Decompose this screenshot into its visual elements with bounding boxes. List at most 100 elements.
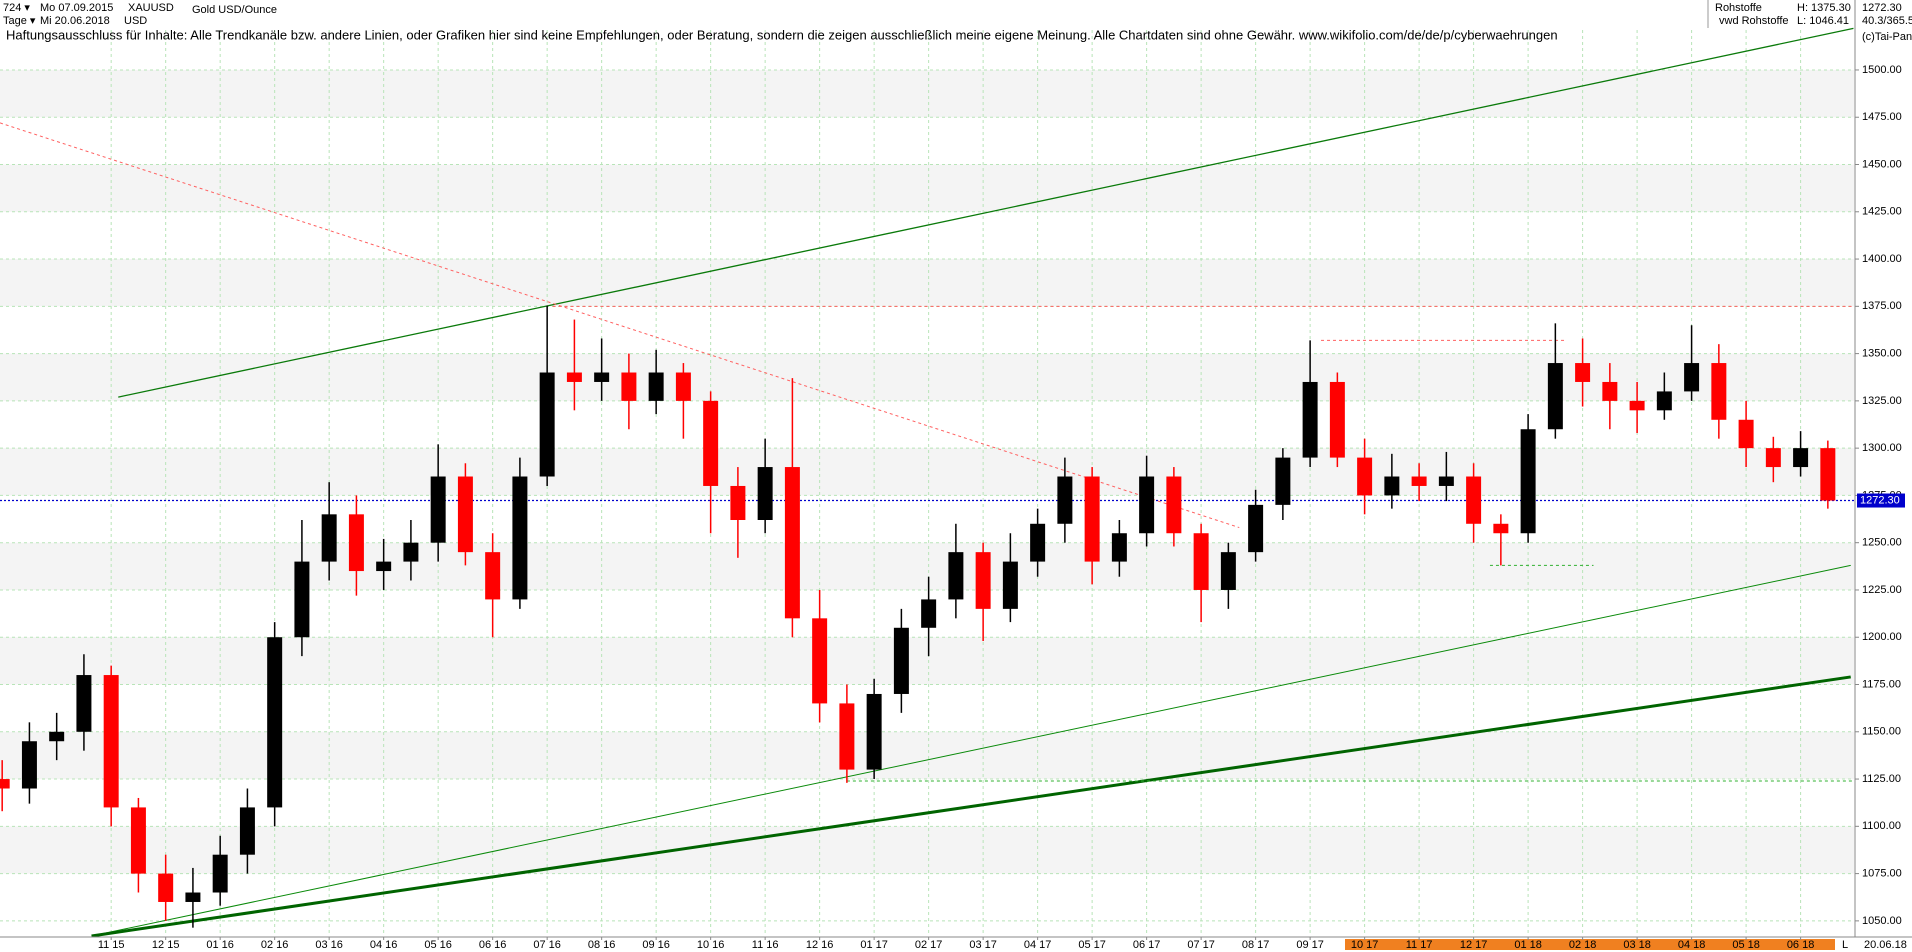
y-tick-label: 1100.00 — [1862, 820, 1901, 832]
candle-body — [1139, 476, 1155, 534]
candle-body — [648, 372, 664, 401]
x-tick-label: 08 16 — [588, 939, 616, 951]
band — [0, 826, 1854, 874]
trend-line — [91, 675, 1851, 938]
candle-body — [621, 372, 637, 401]
candle-body — [675, 372, 691, 401]
candle-body — [812, 618, 828, 704]
candle-body — [1275, 457, 1291, 505]
trend-line — [91, 564, 1851, 937]
x-tick-label: 10 16 — [697, 939, 725, 951]
candle-body — [1656, 391, 1672, 411]
header-bg — [0, 0, 1855, 27]
x-tick-label: 09 17 — [1296, 939, 1324, 951]
candle-body — [1084, 476, 1100, 562]
candle-body — [703, 400, 719, 486]
candle-body — [403, 542, 419, 562]
x-tick-label: 06 16 — [479, 939, 507, 951]
candle-body — [1520, 429, 1536, 534]
y-tick-label: 1375.00 — [1862, 300, 1902, 312]
candle-body — [1466, 476, 1482, 524]
x-tick-label: 11 16 — [752, 939, 779, 951]
candle-body — [566, 372, 582, 382]
candle-body — [1738, 419, 1754, 449]
group: Rohstoffe — [1715, 2, 1762, 14]
candle-body — [49, 731, 65, 742]
candle-body — [1438, 476, 1454, 486]
candle-body — [594, 372, 610, 382]
x-tick-label: 05 17 — [1078, 939, 1106, 951]
x-tick-label: 05 18 — [1732, 939, 1760, 951]
y-tick-label: 1050.00 — [1862, 915, 1902, 927]
candle-body — [1248, 504, 1264, 553]
candle-body — [21, 741, 37, 789]
candle-body — [921, 599, 937, 628]
candle-body — [321, 514, 337, 562]
high-label: H: 1375.30 — [1797, 2, 1851, 14]
candle-body — [784, 467, 800, 619]
end-date: Mi 20.06.2018 — [40, 15, 110, 27]
symbol: XAUUSD — [128, 2, 174, 14]
candle-body — [1602, 381, 1618, 401]
candle-body — [185, 892, 201, 902]
candle-body — [839, 703, 855, 770]
period: 724 ▾ — [3, 2, 30, 14]
x-tick-label: 07 16 — [533, 939, 561, 951]
y-tick-label: 1475.00 — [1862, 111, 1902, 123]
x-tick-label: 11 17 — [1406, 939, 1433, 951]
candle-body — [485, 552, 501, 600]
candle-body — [103, 675, 119, 808]
x-tick-label: 12 16 — [806, 939, 834, 951]
candle-body — [376, 561, 392, 572]
candle-body — [1547, 363, 1563, 430]
x-tick-label: 01 16 — [206, 939, 234, 951]
last-price-box — [1857, 493, 1905, 508]
low-label: L: 1046.41 — [1797, 15, 1849, 27]
x-tick-label: 04 17 — [1024, 939, 1052, 951]
band — [0, 69, 1854, 118]
candle-body — [1030, 523, 1046, 562]
candle-body — [457, 476, 473, 553]
y-tick-label: 1500.00 — [1862, 64, 1902, 76]
x-tick-label: 02 16 — [261, 939, 289, 951]
band — [0, 448, 1854, 496]
x-tick-label: 04 18 — [1678, 939, 1706, 951]
x-tick-label: 10 17 — [1351, 939, 1379, 951]
x-tick-label: 02 18 — [1569, 939, 1597, 951]
x-tick-label: 05 16 — [424, 939, 452, 951]
candle-body — [1002, 561, 1018, 609]
last: 1272.30 — [1862, 2, 1902, 14]
y-tick-label: 1200.00 — [1862, 631, 1902, 643]
candle-body — [1111, 533, 1127, 562]
y-tick-label: 1150.00 — [1862, 726, 1901, 738]
band — [0, 164, 1854, 212]
last-price-label: 1272.30 — [1860, 494, 1900, 506]
copyright: (c)Tai-Pan — [1862, 31, 1912, 43]
candle-body — [893, 627, 909, 694]
x-tick-label: 01 18 — [1514, 939, 1542, 951]
candle-body — [730, 485, 746, 520]
range-bar — [1345, 939, 1835, 950]
band — [0, 542, 1854, 590]
y-tick-label: 1300.00 — [1862, 442, 1902, 454]
x-tick-label: 03 17 — [969, 939, 997, 951]
band — [0, 259, 1854, 307]
trend-line — [118, 27, 1854, 398]
candle-body — [1057, 476, 1073, 524]
unit: Tage ▾ — [3, 15, 36, 27]
candle-body — [1302, 381, 1318, 458]
candle-body — [975, 552, 991, 609]
y-tick-label: 1400.00 — [1862, 253, 1902, 265]
x-tick-label: 08 17 — [1242, 939, 1270, 951]
x-tick-label: 06 18 — [1787, 939, 1815, 951]
corner-mark: L — [1842, 939, 1848, 951]
candle-body — [1493, 523, 1509, 534]
x-tick-label: 04 16 — [370, 939, 398, 951]
y-tick-label: 1325.00 — [1862, 395, 1902, 407]
candle-body — [1357, 457, 1373, 496]
plot-area — [0, 0, 1854, 938]
candle-body — [1629, 400, 1645, 411]
x-tick-label: 09 16 — [642, 939, 670, 951]
trend-line — [0, 122, 1240, 529]
